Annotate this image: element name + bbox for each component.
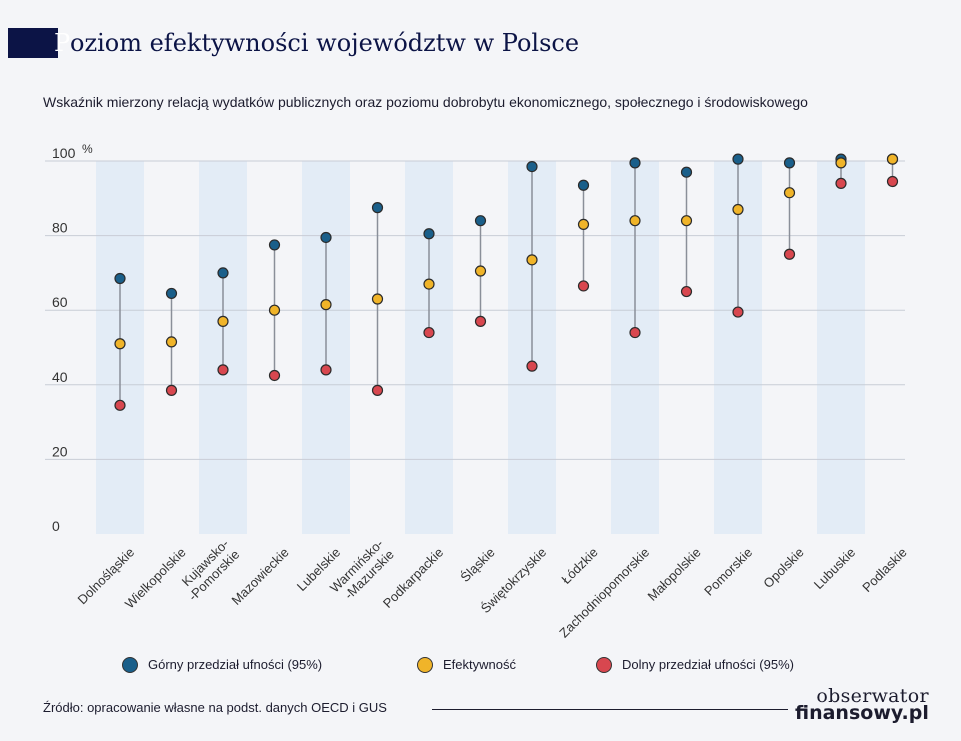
chart-subtitle: Wskaźnik mierzony relacją wydatków publi… — [43, 94, 808, 110]
source-divider — [432, 709, 788, 710]
lower-point — [629, 326, 641, 339]
efficiency-point — [732, 203, 744, 216]
x-tick-label-line: Łódzkie — [558, 545, 600, 587]
legend-item-efficiency: Efektywność — [417, 656, 516, 673]
efficiency-point — [680, 215, 693, 227]
lower-point — [526, 360, 538, 372]
lower-point — [835, 177, 847, 189]
lower-point — [680, 285, 693, 298]
efficiency-point — [474, 265, 487, 277]
x-tick-label: Łódzkie — [558, 545, 600, 587]
efficiency-point — [268, 304, 281, 316]
lower-point — [886, 175, 899, 188]
y-tick-label: 0 — [52, 518, 60, 534]
y-unit-label: % — [82, 142, 93, 156]
lower-point — [423, 326, 435, 339]
upper-point — [732, 153, 744, 165]
upper-point — [783, 157, 796, 169]
x-tick-label: Śląskie — [457, 545, 497, 585]
efficiency-point — [165, 336, 178, 348]
upper-point — [526, 160, 538, 173]
efficiency-point — [577, 218, 590, 231]
logo-line-2: finansowy.pl — [795, 702, 929, 724]
upper-point — [474, 215, 487, 227]
x-tick-label: Pomorskie — [701, 545, 755, 599]
title-first-letter: P — [54, 29, 71, 57]
lower-point — [114, 399, 126, 411]
lower-point — [732, 306, 744, 318]
y-tick-label: 100 — [52, 145, 76, 161]
x-tick-label: Lubuskie — [811, 545, 858, 592]
upper-point — [268, 239, 281, 251]
x-tick-label-line: Zachodniopomorskie — [556, 545, 652, 640]
legend-label-efficiency: Efektywność — [443, 657, 516, 673]
upper-point — [629, 157, 641, 169]
x-tick-label-line: Pomorskie — [701, 545, 755, 599]
legend-item-upper: Górny przedział ufności (95%) — [122, 656, 322, 673]
legend-item-lower: Dolny przedział ufności (95%) — [596, 656, 794, 673]
upper-point — [114, 272, 126, 285]
x-tick-label-line: Opolskie — [760, 545, 806, 591]
x-tick-label: Opolskie — [760, 545, 806, 591]
x-tick-label-line: Śląskie — [457, 545, 497, 585]
efficiency-point — [320, 299, 332, 311]
lower-point — [371, 384, 384, 396]
lower-point — [165, 384, 178, 396]
upper-point — [371, 202, 384, 214]
efficiency-point — [835, 157, 847, 169]
lower-point — [577, 280, 590, 292]
efficiency-point — [629, 215, 641, 227]
y-tick-label: 40 — [52, 369, 68, 385]
category-band — [817, 161, 865, 534]
lower-point — [217, 364, 229, 376]
upper-point — [680, 166, 693, 178]
efficiency-point — [217, 315, 229, 327]
legend-label-upper: Górny przedział ufności (95%) — [148, 657, 323, 673]
x-tick-label: Małopolskie — [645, 545, 704, 604]
y-tick-label: 20 — [52, 443, 68, 459]
efficiency-point — [526, 254, 538, 266]
lower-point — [268, 369, 281, 382]
efficiency-point — [886, 153, 899, 165]
legend-label-lower: Dolny przedział ufności (95%) — [622, 657, 794, 673]
efficiency-point — [371, 293, 384, 305]
lower-point — [320, 364, 332, 376]
brand-logo: obserwator finansowy.pl — [795, 685, 929, 724]
upper-point — [577, 179, 590, 191]
y-tick-label: 60 — [52, 294, 68, 310]
x-tick-label: Podlaskie — [859, 545, 909, 595]
efficiency-point — [423, 278, 435, 290]
x-tick-label-line: Małopolskie — [645, 545, 704, 604]
upper-point — [423, 228, 435, 240]
title-text: oziom efektywności województw w Polsce — [70, 29, 580, 57]
logo-line-1: obserwator — [816, 685, 929, 707]
y-tick-label: 80 — [52, 220, 68, 236]
legend-dot-lower — [596, 656, 612, 673]
x-tick-label-line: Lubuskie — [811, 545, 858, 592]
upper-point — [320, 231, 332, 244]
upper-point — [217, 267, 229, 279]
legend-dot-upper — [122, 656, 138, 673]
upper-point — [165, 287, 178, 300]
lower-point — [783, 248, 796, 260]
category-band — [405, 161, 453, 534]
source-note: Źródło: opracowanie własne na podst. dan… — [43, 700, 387, 715]
x-tick-label: Zachodniopomorskie — [556, 545, 652, 640]
title-accent-block — [8, 28, 58, 58]
efficiency-point — [783, 187, 796, 199]
legend-dot-efficiency — [417, 656, 433, 673]
x-tick-label-line: Podlaskie — [859, 545, 909, 595]
efficiency-point — [114, 338, 126, 350]
lower-point — [474, 315, 487, 327]
